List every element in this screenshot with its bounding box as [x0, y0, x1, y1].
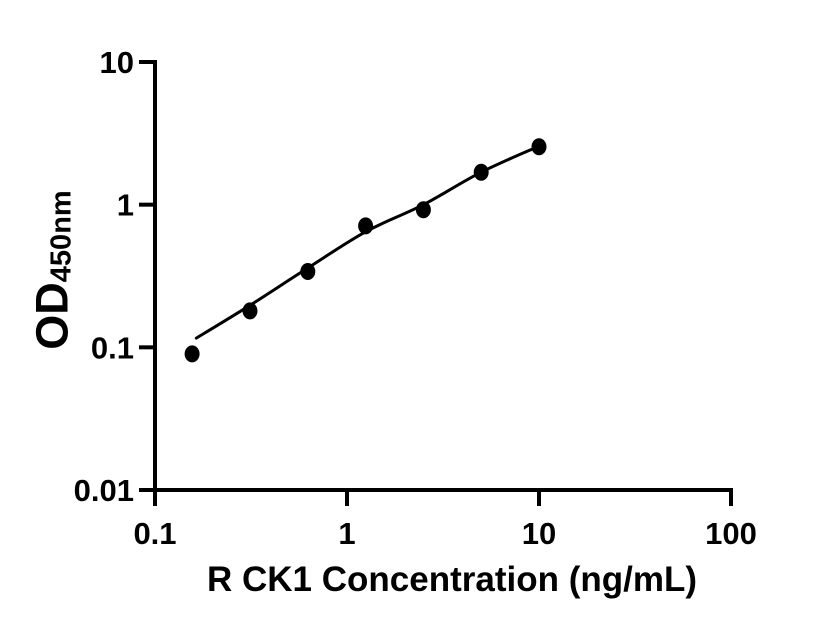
- x-tick-label: 10: [522, 516, 556, 551]
- y-axis-title-subscript: 450nm: [45, 190, 78, 283]
- data-point: [242, 302, 258, 320]
- y-tick-label: 10: [100, 45, 134, 80]
- data-point: [300, 263, 316, 280]
- x-tick-label: 1: [338, 516, 355, 551]
- x-tick-label: 100: [705, 516, 757, 551]
- data-point: [184, 345, 200, 363]
- y-tick-label: 0.01: [74, 473, 134, 508]
- y-axis-title: OD450nm: [26, 190, 78, 350]
- y-tick-label: 0.1: [91, 330, 134, 365]
- x-tick-label: 0.1: [133, 516, 176, 551]
- x-axis-title: R CK1 Concentration (ng/mL): [207, 560, 697, 599]
- data-point: [415, 201, 431, 219]
- y-tick-label: 1: [117, 188, 134, 223]
- data-point: [531, 138, 547, 156]
- data-point: [358, 217, 374, 235]
- data-point: [473, 163, 489, 181]
- y-axis-title-main: OD: [26, 282, 78, 350]
